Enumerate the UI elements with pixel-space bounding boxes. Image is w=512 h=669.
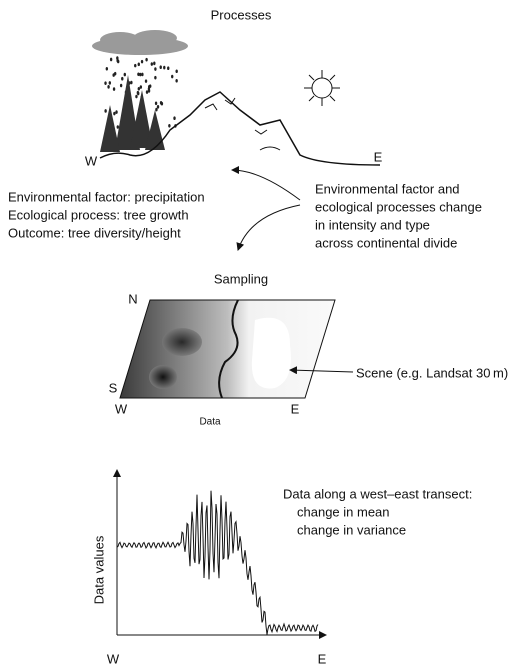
- blob: [162, 328, 202, 356]
- left-text: Environmental factor: precipitation: [8, 189, 205, 204]
- raindrop: [159, 65, 162, 70]
- light-patch: [251, 317, 291, 389]
- raindrop: [135, 94, 138, 99]
- raindrop: [175, 69, 178, 74]
- raindrop: [115, 110, 118, 114]
- raindrop: [130, 80, 133, 85]
- raindrop: [175, 78, 178, 83]
- raindrop: [108, 81, 112, 85]
- raindrop: [105, 67, 109, 71]
- raindrop: [134, 63, 137, 68]
- caption: change in mean: [297, 504, 390, 519]
- east-label: E: [374, 149, 383, 164]
- raindrop: [173, 116, 176, 121]
- raindrop: [145, 57, 148, 62]
- raindrop: [154, 75, 157, 80]
- raindrop: [156, 105, 160, 109]
- raindrop: [104, 109, 107, 113]
- raindrop: [123, 72, 127, 77]
- signal: [116, 490, 319, 635]
- right-text: in intensity and type: [315, 217, 430, 232]
- raindrop: [150, 62, 154, 66]
- west-label: W: [107, 651, 120, 666]
- raindrop: [137, 72, 140, 77]
- y-axis-label: Data values: [91, 535, 106, 604]
- raindrop: [163, 65, 166, 70]
- raindrop: [154, 101, 158, 106]
- raindrop: [153, 61, 156, 66]
- left-text: Outcome: tree diversity/height: [8, 225, 181, 240]
- raindrop: [104, 81, 107, 85]
- raindrop: [116, 125, 119, 129]
- west-label: W: [85, 153, 98, 168]
- trees: [100, 75, 165, 152]
- sun: [304, 70, 340, 106]
- sampling-title: Sampling: [214, 271, 268, 286]
- raindrop: [137, 62, 140, 67]
- raindrop: [140, 59, 144, 64]
- left-text: Ecological process: tree growth: [8, 207, 189, 222]
- raindrop: [121, 76, 124, 81]
- blob: [149, 365, 177, 389]
- raindrop: [139, 72, 142, 77]
- arrow: [236, 204, 301, 251]
- raindrop: [159, 101, 163, 105]
- raindrop: [149, 84, 152, 88]
- caption: change in variance: [297, 522, 406, 537]
- north-label: N: [128, 291, 137, 306]
- raindrop: [141, 72, 144, 77]
- raindrop: [171, 74, 174, 79]
- raindrop: [136, 90, 140, 95]
- raindrop: [168, 123, 171, 128]
- raindrop: [109, 57, 113, 62]
- raindrop: [155, 107, 158, 112]
- right-text: across continental divide: [315, 235, 457, 250]
- scene-label: Scene (e.g. Landsat 30 m): [356, 365, 508, 380]
- east-label: E: [318, 651, 327, 666]
- data-label: Data: [199, 417, 221, 428]
- raindrop: [107, 85, 110, 89]
- arrow: [289, 366, 354, 375]
- raindrop: [137, 86, 141, 91]
- raindrop: [144, 79, 148, 83]
- right-text: Environmental factor and: [315, 181, 460, 196]
- raindrop: [167, 66, 170, 70]
- arrow: [231, 166, 301, 201]
- caption: Data along a west–east transect:: [283, 486, 472, 501]
- raindrop: [139, 85, 143, 89]
- mountains: [99, 91, 381, 166]
- raindrop: [116, 56, 119, 60]
- raindrop: [154, 67, 157, 71]
- processes-title: Processes: [211, 7, 272, 22]
- ridge-marks: [204, 97, 281, 151]
- raindrop: [119, 83, 123, 88]
- south-label: S: [109, 380, 118, 395]
- east-label: E: [291, 401, 300, 416]
- raindrop: [112, 87, 116, 91]
- raindrop: [114, 71, 117, 76]
- right-text: ecological processes change: [315, 199, 482, 214]
- raindrop: [145, 90, 149, 94]
- west-label: W: [115, 401, 128, 416]
- cloud: [92, 30, 188, 55]
- divide: [218, 299, 239, 399]
- raindrop: [147, 89, 151, 93]
- raindrop: [113, 111, 116, 116]
